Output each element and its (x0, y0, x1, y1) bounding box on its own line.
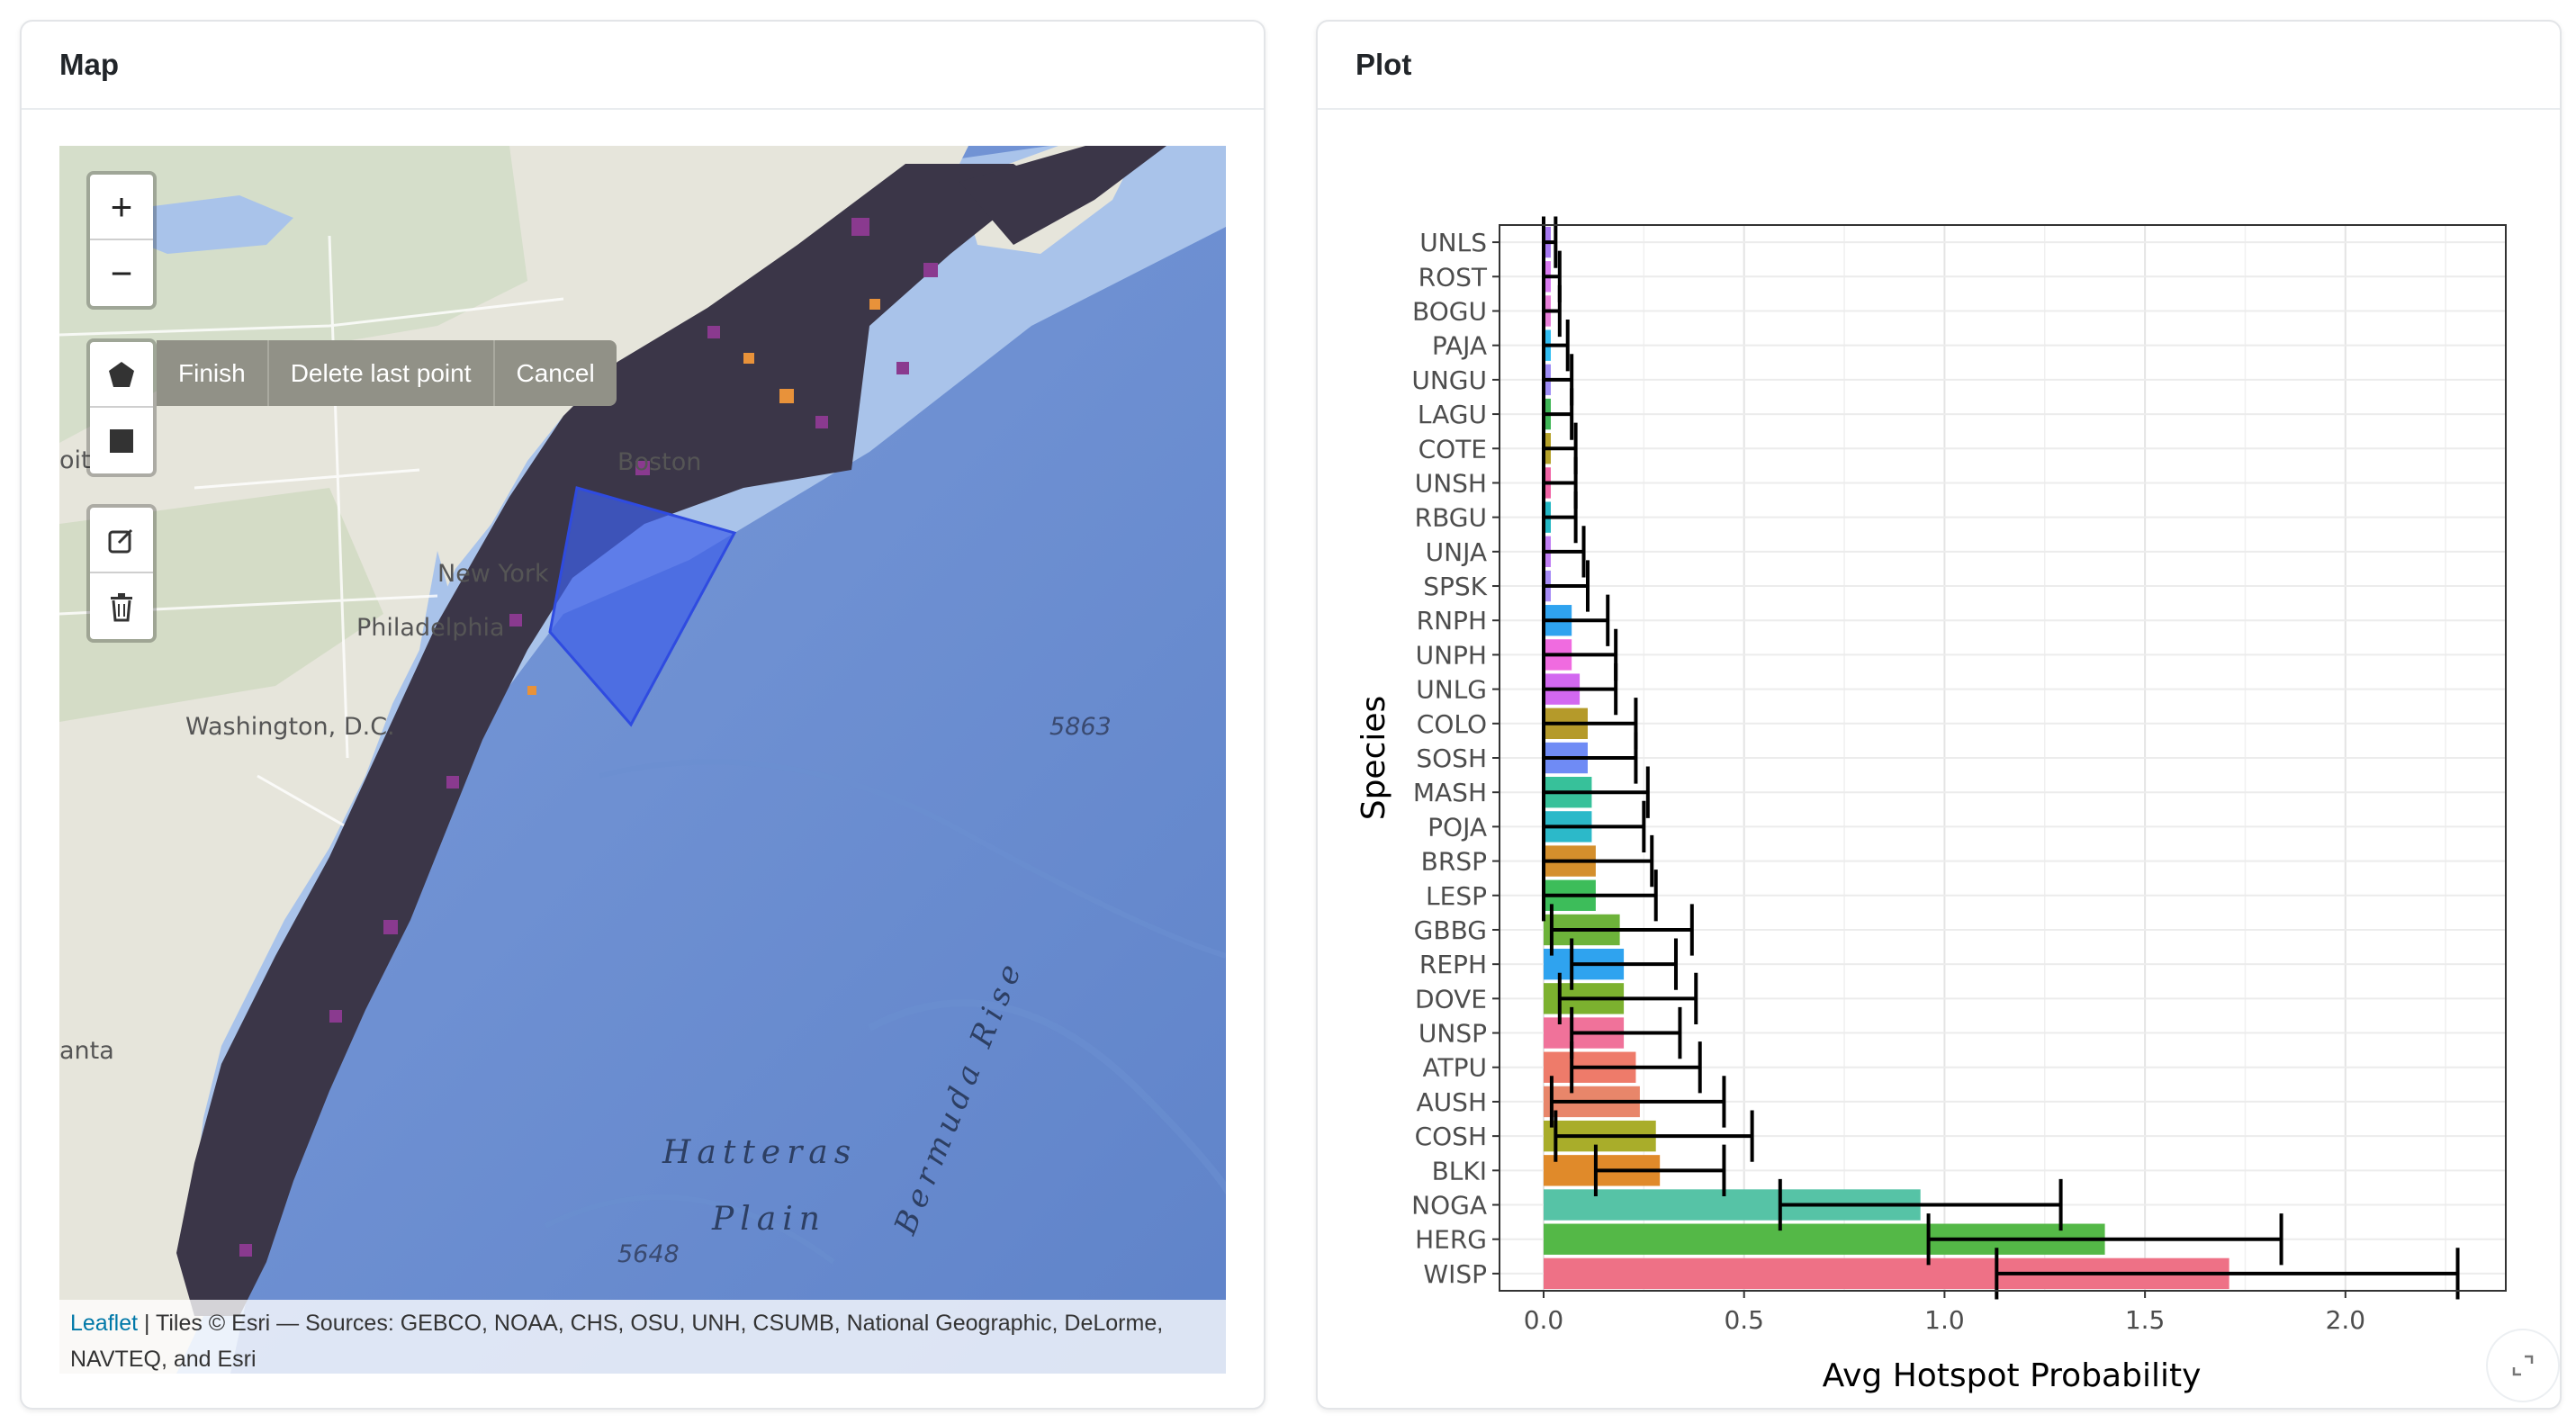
y-tick-label-herg: HERG (1415, 1225, 1487, 1255)
finish-button[interactable]: Finish (178, 358, 246, 387)
errorbar-blki (1593, 1144, 1726, 1196)
y-tick-label-rost: ROST (1419, 262, 1488, 292)
errorbar-reph (1570, 938, 1678, 990)
x-tick-label: 1.0 (1924, 1305, 1965, 1335)
zoom-out-button[interactable]: − (110, 251, 133, 294)
map-card: Map (20, 20, 1265, 1410)
rectangle-icon (110, 428, 133, 453)
expand-button[interactable] (2486, 1329, 2560, 1402)
delete-last-point-button[interactable]: Delete last point (266, 340, 493, 406)
label-hatteras: Hatteras (662, 1134, 858, 1171)
label-boston: Boston (617, 448, 702, 476)
label-edge-anta: anta (59, 1037, 114, 1065)
y-tick-label-noga: NOGA (1411, 1191, 1487, 1221)
trash-icon (111, 592, 132, 621)
x-tick-label: 1.5 (2125, 1305, 2166, 1335)
y-tick-label-ungu: UNGU (1411, 365, 1487, 395)
errorbar-cosh (1554, 1110, 1754, 1162)
delete-layers-button[interactable] (90, 573, 153, 639)
edit-icon (108, 528, 133, 553)
y-tick-label-rnph: RNPH (1417, 606, 1487, 635)
plot-area: UNLS ROST BOGU PAJA UNGU LAGU COTE UNSH RBGU UNJA… (1318, 110, 2560, 1406)
y-tick-label-spsk: SPSK (1423, 572, 1487, 601)
plot-card-title: Plot (1318, 22, 2560, 110)
cancel-button[interactable]: Cancel (492, 340, 617, 406)
y-tick-label-unsh: UNSH (1415, 468, 1487, 498)
y-tick-label-colo: COLO (1417, 709, 1487, 739)
map-basemap (59, 146, 1226, 1374)
x-tick-label: 0.5 (1724, 1305, 1764, 1335)
label-washington: Washington, D.C. (185, 713, 395, 741)
y-axis-label: Species (1356, 696, 1392, 821)
y-tick-label-mash: MASH (1413, 778, 1487, 807)
y-tick-label-aush: AUSH (1417, 1087, 1487, 1117)
y-tick-label-reph: REPH (1419, 950, 1487, 979)
draw-polygon-button[interactable] (90, 342, 153, 408)
label-new-york: New York (437, 560, 549, 588)
edit-control (86, 504, 157, 643)
x-tick-label: 0.0 (1524, 1305, 1564, 1335)
errorbar-noga (1778, 1178, 2063, 1231)
y-tick-label-rbgu: RBGU (1415, 503, 1487, 533)
y-tick-label-gbbg: GBBG (1414, 915, 1487, 945)
errorbar-herg (1926, 1213, 2283, 1266)
y-tick-label-unja: UNJA (1426, 537, 1487, 567)
zoom-control: + − (86, 171, 157, 310)
y-tick-label-lagu: LAGU (1418, 400, 1487, 429)
y-tick-label-bogu: BOGU (1412, 296, 1487, 326)
errorbar-dove (1557, 972, 1698, 1024)
y-tick-label-sosh: SOSH (1416, 744, 1487, 773)
draw-actions-toolbar: Finish Delete last point Cancel (157, 340, 617, 406)
leaflet-link[interactable]: Leaflet (70, 1311, 139, 1336)
draw-shape-control (86, 338, 157, 477)
draw-rectangle-button[interactable] (90, 408, 153, 473)
y-tick-label-wisp: WISP (1423, 1259, 1487, 1289)
label-depth-5863: 5863 (1049, 713, 1112, 741)
label-depth-5648: 5648 (617, 1240, 680, 1268)
polygon-icon (109, 361, 134, 387)
zoom-in-button[interactable]: + (90, 175, 153, 240)
y-tick-label-unlg: UNLG (1416, 675, 1487, 705)
y-tick-label-cosh: COSH (1415, 1122, 1487, 1151)
label-philadelphia: Philadelphia (356, 614, 505, 642)
map-view[interactable]: Toronto oit Boston New York Philadelphia… (59, 146, 1226, 1374)
label-plain: Plain (712, 1201, 826, 1238)
y-tick-label-dove: DOVE (1415, 984, 1487, 1014)
expand-icon (2512, 1355, 2534, 1376)
map-card-title: Map (22, 22, 1264, 110)
y-tick-label-atpu: ATPU (1423, 1053, 1487, 1083)
y-tick-label-lesp: LESP (1426, 881, 1487, 911)
y-tick-label-cote: COTE (1419, 434, 1487, 464)
errorbar-aush (1549, 1076, 1726, 1128)
errorbar-atpu (1570, 1041, 1702, 1094)
y-tick-label-unsp: UNSP (1419, 1019, 1487, 1049)
y-tick-label-unls: UNLS (1419, 228, 1487, 257)
x-axis-label: Avg Hotspot Probability (1823, 1357, 2202, 1394)
hotspot-bar-chart: UNLS ROST BOGU PAJA UNGU LAGU COTE UNSH RBGU UNJA… (1356, 216, 2507, 1394)
y-tick-label-poja: POJA (1428, 812, 1487, 842)
edit-layers-button[interactable] (90, 508, 153, 573)
errorbar-gbbg (1549, 904, 1694, 956)
attribution-text: | Tiles © Esri — Sources: GEBCO, NOAA, C… (70, 1311, 1164, 1372)
x-tick-label: 2.0 (2326, 1305, 2366, 1335)
y-tick-label-brsp: BRSP (1421, 847, 1487, 877)
errorbar-lesp (1541, 870, 1658, 922)
y-tick-label-blki: BLKI (1432, 1156, 1487, 1185)
label-edge-oit: oit (59, 446, 91, 474)
plot-card: Plot UNLS ROST BOGU PAJA UNGU LAGU COTE UNSH RBG… (1316, 20, 2562, 1410)
y-tick-label-paja: PAJA (1432, 331, 1487, 361)
map-attribution: Leaflet | Tiles © Esri — Sources: GEBCO,… (59, 1300, 1226, 1374)
y-tick-label-unph: UNPH (1416, 640, 1487, 670)
